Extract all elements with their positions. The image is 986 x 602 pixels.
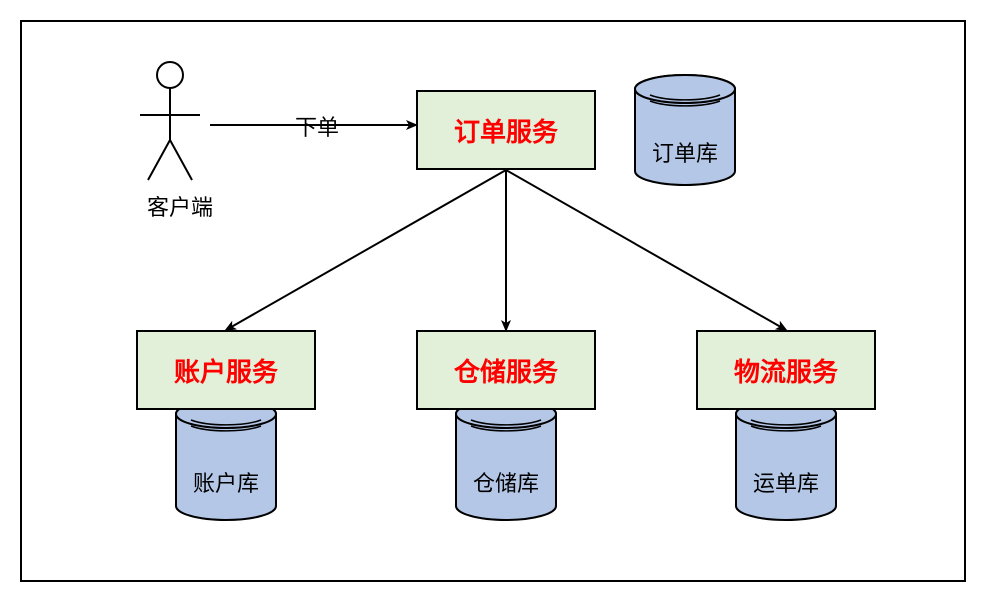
service-order-label: 订单服务 bbox=[454, 112, 558, 149]
service-storage-label: 仓储服务 bbox=[454, 352, 558, 389]
actor-label: 客户端 bbox=[140, 190, 220, 222]
service-account: 账户服务 bbox=[136, 330, 316, 410]
service-order: 订单服务 bbox=[416, 90, 596, 170]
service-account-label: 账户服务 bbox=[174, 352, 278, 389]
service-logistics-label: 物流服务 bbox=[734, 352, 838, 389]
db-account-label: 账户库 bbox=[176, 466, 276, 498]
db-storage-label: 仓储库 bbox=[456, 466, 556, 498]
edge-label-order: 下单 bbox=[295, 110, 339, 142]
service-logistics: 物流服务 bbox=[696, 330, 876, 410]
db-waybill-label: 运单库 bbox=[736, 466, 836, 498]
service-storage: 仓储服务 bbox=[416, 330, 596, 410]
db-order-label: 订单库 bbox=[635, 136, 735, 168]
